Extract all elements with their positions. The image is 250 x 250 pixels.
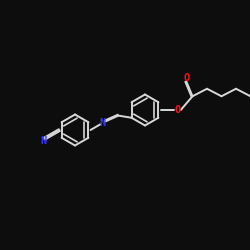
Text: N: N bbox=[99, 118, 105, 128]
Text: N: N bbox=[40, 136, 46, 146]
Text: O: O bbox=[174, 105, 180, 115]
Text: O: O bbox=[184, 73, 190, 83]
